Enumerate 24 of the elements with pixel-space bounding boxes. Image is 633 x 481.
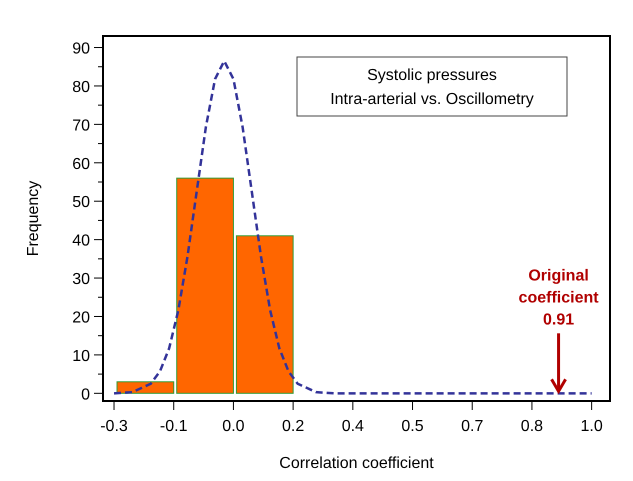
y-tick-label: 30 [72, 271, 90, 288]
y-tick-label: 20 [72, 309, 90, 326]
y-tick-label: 40 [72, 232, 90, 250]
annotation: Original coefficient 0.91 [518, 267, 600, 328]
x-tick-label: 0.5 [401, 418, 424, 435]
y-axis-title: Frequency [25, 180, 42, 256]
x-tick-label: 1.0 [580, 418, 603, 435]
y-tick-label: 70 [72, 117, 90, 134]
x-tick-label: -0.3 [100, 418, 128, 435]
text: Systolic pressures [367, 67, 497, 84]
y-tick-label: 10 [72, 348, 90, 365]
y-tick-label: 60 [72, 156, 90, 173]
x-tick-label: 0.2 [282, 418, 304, 435]
x-tick-label: 0.8 [520, 418, 544, 435]
x-tick-label: 0.7 [461, 418, 484, 435]
x-tick-label: 0.4 [342, 418, 364, 435]
y-tick-label: 80 [72, 78, 90, 96]
y-tick-label: 0 [81, 386, 90, 404]
x-tick-label: -0.1 [160, 418, 188, 435]
y-tick-label: 90 [72, 40, 90, 58]
y-tick-label: 50 [72, 194, 90, 212]
x-axis-title: Correlation coefficient [279, 455, 434, 472]
x-tick-label: 0.0 [222, 418, 245, 435]
text: Intra-arterial vs. Oscillometry [330, 91, 534, 108]
